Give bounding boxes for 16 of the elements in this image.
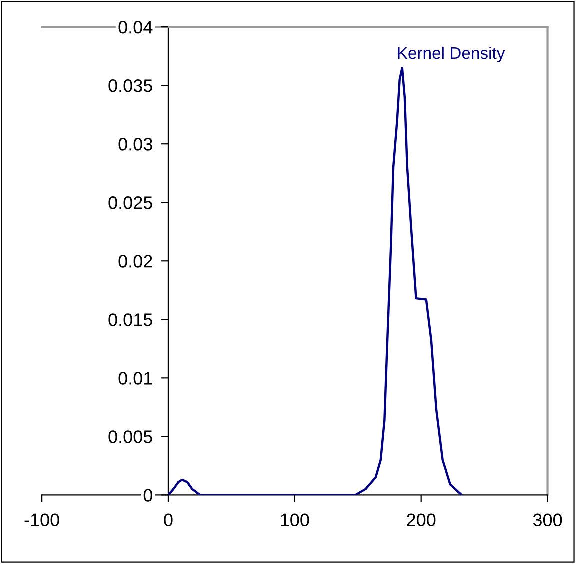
- y-tick-label: 0.02: [118, 255, 152, 268]
- series-label: Kernel Density: [398, 46, 506, 62]
- y-tick-label: 0.015: [108, 314, 152, 326]
- x-tick-label: -100: [24, 514, 60, 527]
- y-tick-label: 0.01: [118, 372, 152, 385]
- line-series: [167, 66, 463, 496]
- y-tick-label: 0.04: [118, 21, 153, 34]
- x-tick-label: 0: [164, 514, 173, 527]
- y-tick-label: 0: [144, 489, 152, 502]
- y-tick-label: 0.005: [108, 430, 152, 444]
- x-tick-label: 200: [407, 514, 436, 527]
- y-tick-label: 0.025: [108, 196, 152, 210]
- y-tick-label: 0.03: [118, 138, 152, 151]
- x-tick-label: 300: [533, 514, 562, 527]
- y-tick-label: 0.035: [108, 80, 152, 92]
- x-tick-label: 100: [281, 514, 310, 527]
